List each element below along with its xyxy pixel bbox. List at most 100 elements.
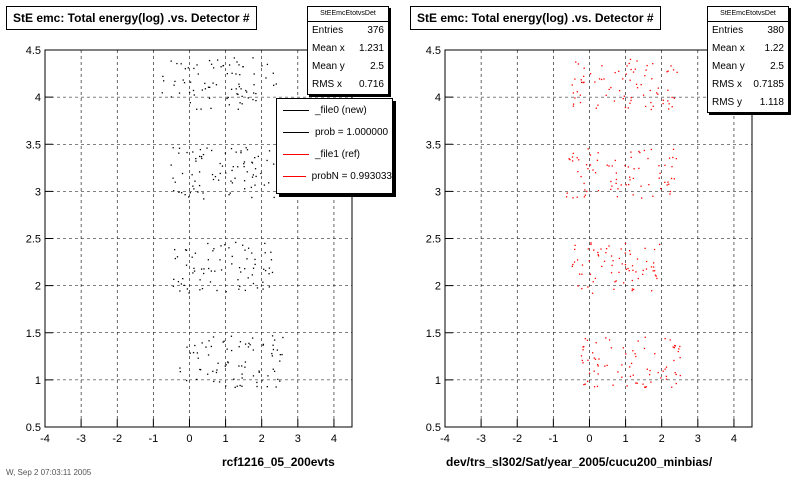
data-point	[247, 346, 250, 348]
data-point	[666, 71, 668, 73]
data-point	[585, 164, 588, 166]
data-point	[215, 84, 218, 86]
data-point	[638, 150, 640, 153]
data-point	[670, 65, 672, 67]
data-point	[275, 386, 277, 388]
y-tick-label: 4.5	[426, 45, 441, 57]
data-point	[627, 107, 629, 109]
data-point	[210, 270, 213, 272]
data-point	[611, 185, 613, 187]
data-point	[608, 165, 610, 167]
left-legend: _file0 (new) prob = 1.000000 _file1 (ref…	[276, 98, 393, 194]
data-point	[580, 175, 582, 178]
data-point	[208, 59, 211, 62]
data-point	[201, 89, 203, 91]
data-point	[244, 361, 247, 363]
data-point	[645, 260, 648, 263]
data-point	[615, 182, 617, 185]
data-point	[281, 353, 283, 356]
data-point	[202, 192, 204, 194]
data-point	[653, 270, 656, 272]
data-point	[263, 268, 265, 270]
data-point	[615, 172, 618, 174]
data-point	[227, 362, 229, 364]
x-tick-label: 4	[731, 433, 737, 445]
data-point	[568, 158, 570, 160]
left-stats-row: RMS x 0.716	[312, 79, 384, 90]
data-point	[604, 365, 606, 367]
data-point	[645, 268, 648, 270]
data-point	[625, 73, 627, 75]
data-point	[212, 336, 215, 338]
data-point	[179, 370, 181, 373]
data-point	[593, 249, 595, 251]
y-tick-label: 2	[35, 281, 41, 293]
data-point	[650, 290, 653, 292]
data-point	[201, 157, 203, 160]
data-point	[270, 259, 273, 261]
data-point	[628, 62, 630, 65]
data-point	[170, 96, 172, 98]
data-point	[279, 380, 281, 382]
data-point	[635, 271, 637, 273]
data-point	[184, 249, 187, 251]
data-point	[593, 386, 596, 388]
data-point	[671, 165, 673, 168]
data-point	[627, 166, 630, 168]
data-point	[592, 169, 594, 171]
data-point	[243, 163, 245, 165]
data-point	[673, 344, 676, 347]
data-point	[172, 147, 174, 149]
data-point	[649, 89, 651, 92]
data-point	[626, 385, 628, 387]
data-point	[240, 150, 242, 152]
data-point	[605, 248, 608, 250]
data-point	[633, 168, 635, 170]
data-point	[598, 358, 600, 360]
data-point	[664, 181, 666, 184]
y-tick-label: 2.5	[26, 234, 41, 246]
data-point	[662, 102, 664, 105]
data-point	[235, 241, 237, 244]
data-point	[581, 287, 583, 290]
data-point	[621, 364, 623, 366]
data-point	[179, 290, 181, 292]
data-point	[644, 247, 646, 250]
data-point	[239, 384, 241, 387]
data-point	[571, 84, 573, 86]
data-point	[203, 272, 205, 275]
data-point	[186, 379, 188, 382]
right-stats-row: Mean y 2.5	[712, 61, 784, 72]
data-point	[584, 189, 586, 191]
data-point	[667, 70, 669, 72]
data-point	[217, 179, 220, 181]
data-point	[629, 79, 631, 81]
data-point	[676, 71, 678, 74]
data-point	[244, 188, 246, 190]
data-point	[616, 196, 619, 198]
data-point	[594, 172, 597, 174]
data-point	[212, 82, 214, 84]
data-point	[632, 194, 634, 196]
data-point	[223, 340, 225, 342]
data-point	[610, 255, 613, 257]
data-point	[565, 196, 568, 198]
data-point	[224, 152, 227, 154]
data-point	[574, 248, 576, 251]
data-point	[624, 252, 627, 254]
data-point	[188, 91, 191, 94]
data-point	[578, 159, 580, 161]
data-point	[178, 152, 180, 154]
data-point	[237, 279, 239, 281]
data-point	[572, 92, 575, 94]
data-point	[186, 346, 188, 348]
data-point	[210, 107, 212, 110]
x-tick-label: 2	[259, 433, 265, 445]
data-point	[230, 147, 233, 150]
data-point	[620, 248, 622, 250]
data-point	[630, 151, 632, 153]
data-point	[675, 157, 677, 160]
data-point	[658, 243, 661, 246]
data-point	[181, 172, 184, 175]
data-point	[671, 96, 673, 99]
